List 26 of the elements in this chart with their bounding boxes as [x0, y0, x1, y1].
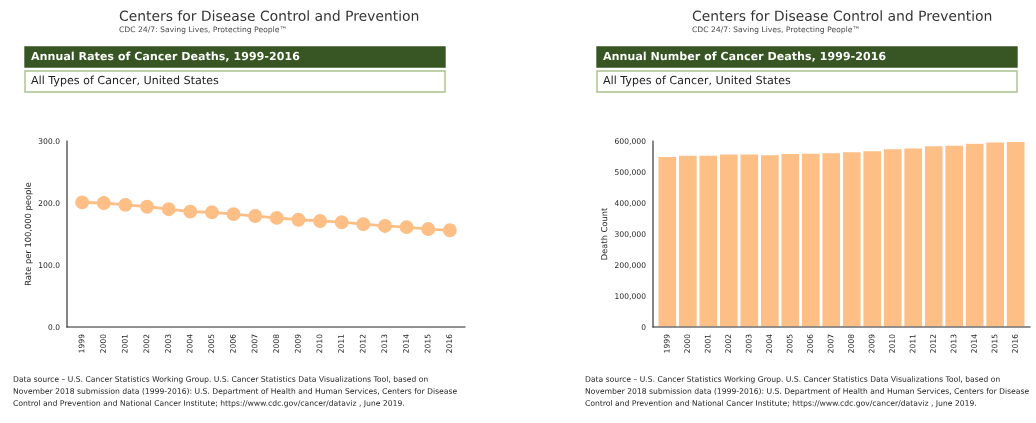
y-axis-title: Rate per 100,000 people — [24, 182, 33, 285]
point — [421, 222, 436, 236]
chart-title: Annual Number of Cancer Deaths, 1999-2016 — [603, 51, 886, 62]
point — [140, 199, 154, 214]
point — [118, 197, 133, 212]
point — [291, 212, 306, 227]
point — [161, 202, 176, 217]
text: Centers for Disease Control and Prevention — [119, 10, 419, 22]
point — [356, 217, 371, 232]
chart-subtitle: All Types of Cancer, United States — [603, 75, 791, 87]
point — [226, 207, 241, 222]
chart-title: Annual Rates of Cancer Deaths, 1999-2016 — [31, 51, 300, 62]
point — [442, 223, 457, 238]
chart-subtitle: All Types of Cancer, United States — [31, 75, 219, 87]
point — [269, 210, 284, 225]
point — [183, 204, 198, 219]
point — [96, 196, 111, 210]
y-axis-title: Death Count — [600, 207, 608, 260]
point — [204, 205, 219, 220]
point — [399, 220, 414, 235]
point — [248, 209, 263, 223]
point — [313, 214, 328, 228]
point — [334, 215, 349, 230]
point — [378, 218, 392, 233]
text: Centers for Disease Control and Prevention — [692, 10, 992, 22]
point — [75, 195, 90, 210]
